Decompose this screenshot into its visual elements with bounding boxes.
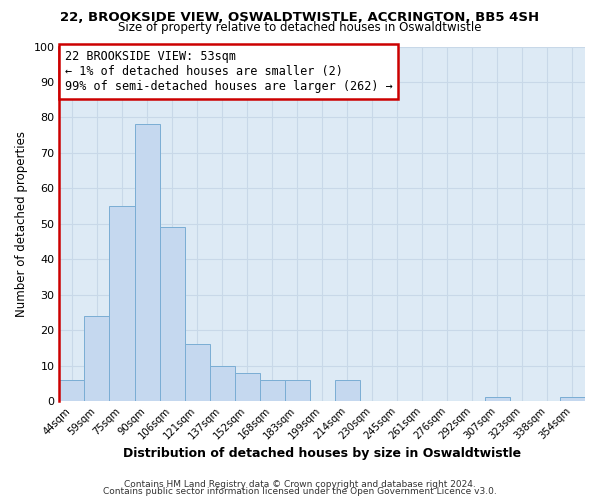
Bar [485,398,510,401]
Y-axis label: Number of detached properties: Number of detached properties [15,130,28,316]
Text: 22 BROOKSIDE VIEW: 53sqm
← 1% of detached houses are smaller (2)
99% of semi-det: 22 BROOKSIDE VIEW: 53sqm ← 1% of detache… [65,50,392,93]
Text: Size of property relative to detached houses in Oswaldtwistle: Size of property relative to detached ho… [118,21,482,34]
Bar [235,372,260,401]
Bar [284,380,310,401]
Text: Contains HM Land Registry data © Crown copyright and database right 2024.: Contains HM Land Registry data © Crown c… [124,480,476,489]
X-axis label: Distribution of detached houses by size in Oswaldtwistle: Distribution of detached houses by size … [123,447,521,460]
Bar [134,124,160,401]
Text: Contains public sector information licensed under the Open Government Licence v3: Contains public sector information licen… [103,487,497,496]
Bar [260,380,284,401]
Bar [160,228,185,401]
Bar [209,366,235,401]
Bar [185,344,209,401]
Bar [59,380,85,401]
Bar [85,316,109,401]
Text: 22, BROOKSIDE VIEW, OSWALDTWISTLE, ACCRINGTON, BB5 4SH: 22, BROOKSIDE VIEW, OSWALDTWISTLE, ACCRI… [61,11,539,24]
Bar [109,206,134,401]
Bar [335,380,360,401]
Bar [560,398,585,401]
